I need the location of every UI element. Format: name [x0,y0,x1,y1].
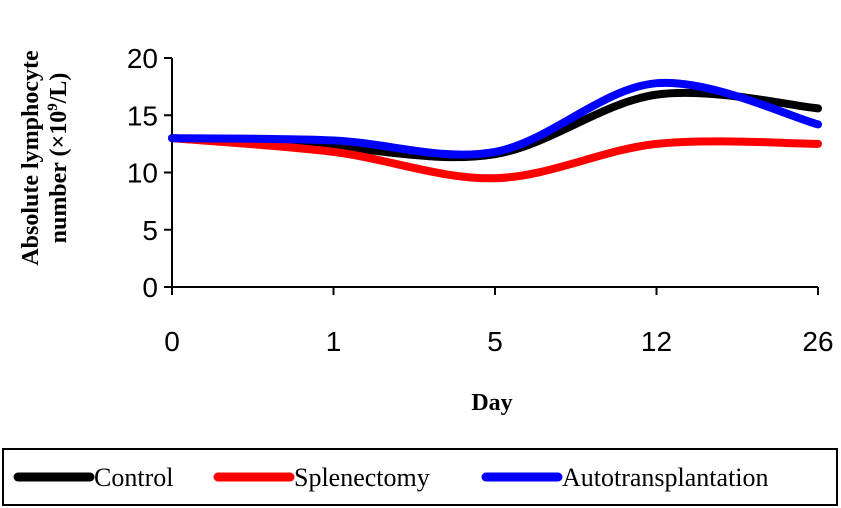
y-tick-label: 15 [127,100,158,131]
series-line-autotransplantation [168,78,822,159]
x-tick-label: 12 [641,326,672,357]
legend-label-autotransplantation: Autotransplantation [562,463,769,492]
y-axis-title-superscript: 9 [45,103,61,111]
legend-box [2,448,838,506]
x-axis-ticks: 0 1 5 12 26 [164,287,834,357]
series-line-splenectomy [168,134,822,183]
x-axis-title: Day [471,390,512,416]
y-axis-title-2: number (×109/L) [45,73,72,244]
y-axis-title: Absolute lymphocyte [18,50,44,266]
y-tick-label: 5 [142,215,158,246]
x-tick-label: 5 [487,326,503,357]
legend-label-control: Control [94,463,173,492]
legend-label-splenectomy: Splenectomy [294,463,430,492]
x-tick-label: 26 [802,326,833,357]
y-axis-title-line1: Absolute lymphocyte [18,50,44,266]
y-tick-label: 20 [127,43,158,74]
y-tick-label: 10 [127,158,158,189]
y-tick-label: 0 [142,272,158,303]
series-lines [168,78,822,183]
x-tick-label: 0 [164,326,180,357]
legend: Control Splenectomy Autotransplantation [13,463,769,492]
y-axis-title-line2: number (×109/L) [45,73,72,244]
x-tick-label: 1 [326,326,342,357]
y-axis-ticks: 0 5 10 15 20 [127,43,172,303]
